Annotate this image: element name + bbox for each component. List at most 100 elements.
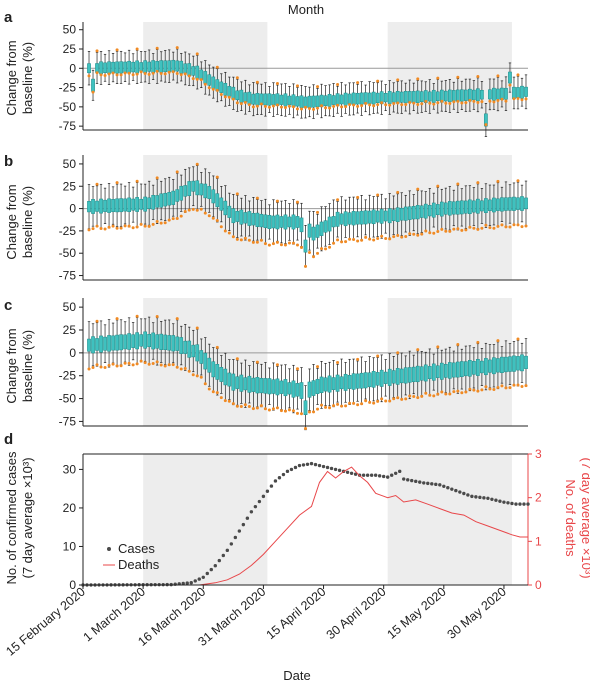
box-body — [211, 189, 216, 204]
panel-b-box-63 — [335, 198, 340, 242]
outlier-point — [91, 366, 95, 370]
outlier-point-high — [356, 195, 360, 199]
outlier-point — [103, 365, 107, 369]
box-body — [271, 215, 276, 229]
cases-point-61 — [325, 465, 330, 470]
box-body — [187, 181, 192, 196]
panel-a-box-26 — [187, 53, 192, 86]
box-body — [183, 185, 188, 197]
outlier-point — [520, 98, 524, 102]
box-body — [460, 200, 464, 215]
panel-a-box-42 — [251, 82, 256, 117]
panel-a-box-48 — [275, 81, 280, 115]
box-body — [243, 92, 248, 103]
box-body — [331, 216, 336, 228]
panel-c-box-95 — [464, 345, 468, 394]
outlier-point — [155, 360, 159, 364]
box-body — [107, 61, 111, 74]
panel-c-box-96 — [468, 345, 472, 392]
box-body — [143, 331, 147, 349]
box-body — [303, 239, 308, 253]
outlier-point — [452, 100, 456, 104]
panel-d-right-ytick-label-3: 3 — [535, 447, 542, 461]
panel-c-box-15 — [143, 318, 147, 365]
box-body — [163, 334, 168, 350]
box-body — [311, 380, 316, 396]
outlier-point — [364, 235, 368, 239]
box-body — [411, 366, 416, 383]
panel-b-box-22 — [171, 179, 176, 221]
box-body — [159, 193, 164, 208]
panel-c-ylabel-line1: Change from — [4, 328, 19, 403]
box-body — [215, 193, 220, 208]
box-body — [383, 92, 388, 103]
panel-c-box-85 — [423, 351, 428, 395]
outlier-point — [131, 363, 135, 367]
box-body — [275, 378, 280, 396]
panel-b-box-79 — [399, 192, 404, 239]
outlier-point — [151, 362, 155, 366]
panel-b-box-75 — [383, 198, 388, 241]
box-body — [263, 214, 268, 228]
panel-c-box-28 — [195, 326, 200, 378]
box-body — [123, 198, 127, 212]
panel-c-box-12 — [131, 322, 135, 367]
outlier-point — [259, 404, 263, 408]
panel-b-box-55 — [303, 225, 308, 268]
panel-b-box-17 — [151, 184, 156, 226]
box-body — [283, 214, 288, 230]
outlier-point — [251, 105, 255, 109]
box-body — [139, 62, 143, 72]
box-body — [415, 205, 420, 220]
box-body — [351, 211, 356, 226]
panel-a-box-72 — [371, 82, 376, 114]
outlier-point — [163, 221, 167, 225]
panel-b-box-68 — [355, 195, 360, 243]
cases-point-52 — [289, 467, 294, 472]
box-body — [403, 367, 408, 384]
panel-c-box-102 — [492, 344, 496, 391]
outlier-point — [211, 390, 215, 394]
panel-c-box-13 — [135, 314, 139, 366]
outlier-point — [163, 364, 167, 368]
outlier-point-high — [175, 170, 179, 174]
outlier-point — [135, 362, 139, 366]
panel-b-box-71 — [367, 194, 372, 241]
panel-d-left-ytick-label-1: 10 — [63, 539, 77, 553]
box-body — [147, 333, 151, 348]
outlier-point — [127, 361, 131, 365]
cases-point-76 — [385, 475, 390, 479]
box-body — [480, 200, 484, 212]
panel-b-ytick-label-3: -25 — [59, 224, 77, 238]
panel-a-box-110 — [524, 74, 528, 110]
panel-a-box-78 — [395, 78, 400, 114]
box-body — [231, 373, 236, 391]
box-body — [524, 86, 528, 97]
cases-point-95 — [462, 491, 466, 496]
panel-c-box-61 — [327, 361, 332, 410]
outlier-point — [123, 361, 127, 365]
panel-b-box-42 — [251, 196, 256, 244]
box-body — [255, 93, 260, 106]
cases-point-89 — [438, 483, 442, 487]
panel-d-month-shade-0 — [143, 454, 268, 585]
panel-a-box-54 — [299, 85, 304, 119]
panel-c-box-3 — [95, 319, 99, 367]
outlier-point — [372, 104, 376, 108]
box-body — [339, 376, 344, 390]
panel-c-box-110 — [524, 338, 528, 388]
outlier-point-high — [336, 198, 340, 202]
panel-a-box-23 — [175, 46, 180, 84]
outlier-point — [283, 243, 287, 247]
box-body — [99, 61, 103, 75]
outlier-point — [87, 74, 91, 78]
box-body — [379, 369, 384, 387]
panel-c-box-6 — [107, 319, 111, 368]
box-body — [235, 376, 240, 389]
panel-c-ytick-label-0: 50 — [63, 300, 77, 314]
outlier-point-high — [195, 52, 199, 56]
box-body — [151, 332, 156, 350]
box-body — [319, 221, 324, 236]
outlier-point — [239, 238, 243, 242]
box-body — [367, 210, 372, 224]
